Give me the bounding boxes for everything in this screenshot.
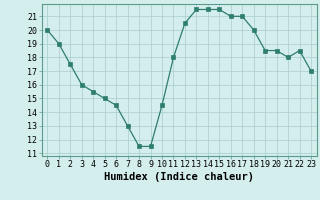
X-axis label: Humidex (Indice chaleur): Humidex (Indice chaleur) — [104, 172, 254, 182]
